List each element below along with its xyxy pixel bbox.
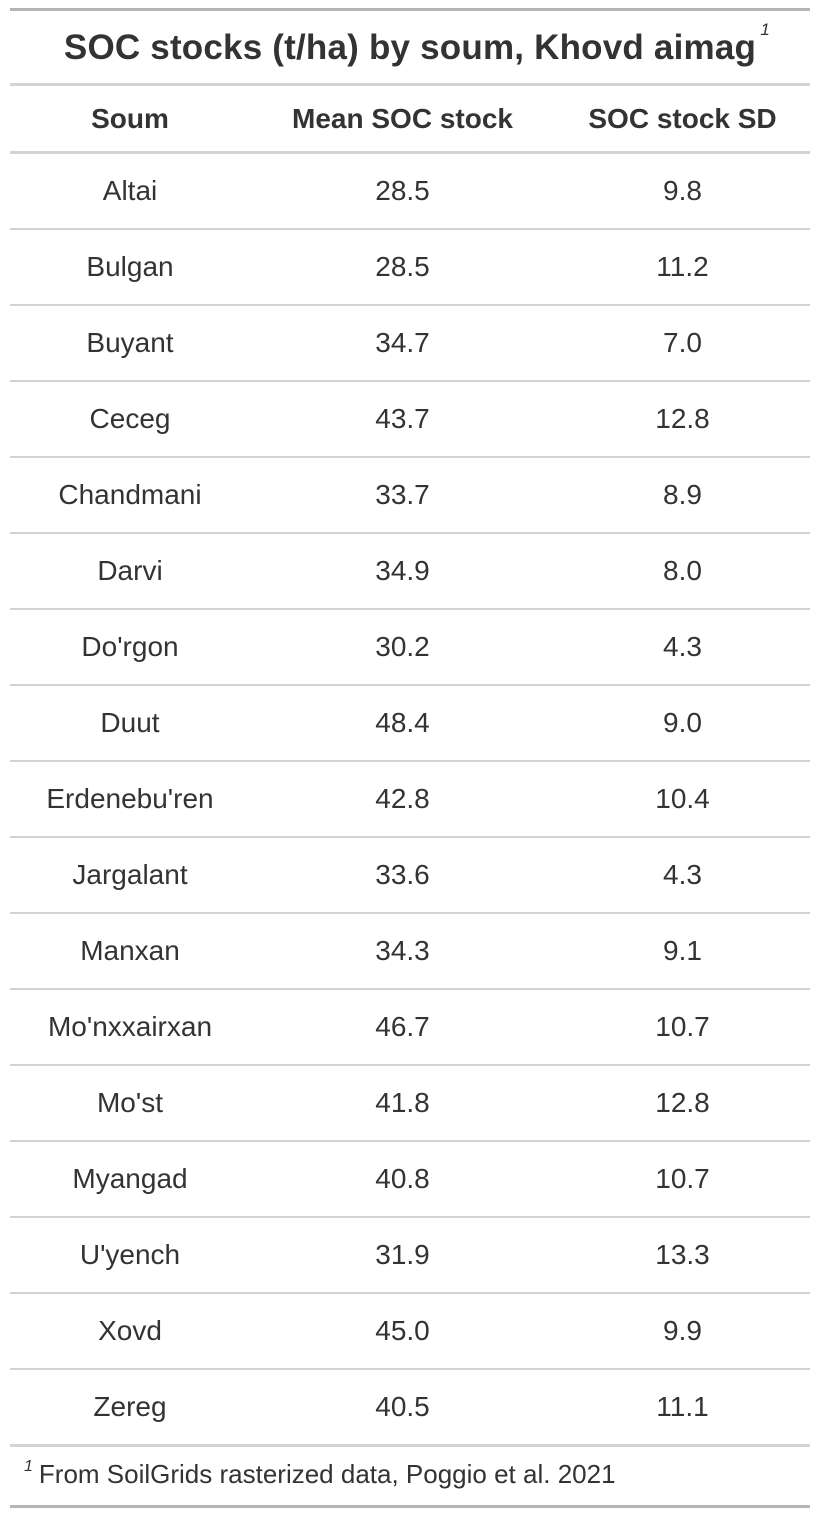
cell-soc-sd: 11.1: [656, 1391, 709, 1422]
cell-mean-soc: 45.0: [375, 1315, 430, 1346]
cell-soum: Xovd: [98, 1315, 162, 1346]
cell-mean-soc: 33.7: [375, 479, 430, 510]
cell-soc-sd: 9.8: [663, 175, 702, 206]
cell-soum: Duut: [100, 707, 160, 738]
cell-soc-sd: 9.1: [663, 935, 702, 966]
table-row: Jargalant 33.6 4.3: [10, 838, 810, 914]
cell-soc-sd: 10.7: [655, 1011, 710, 1042]
cell-soum: Ceceg: [89, 403, 171, 434]
cell-mean-soc: 43.7: [375, 403, 430, 434]
table-row: Mo'st 41.8 12.8: [10, 1066, 810, 1142]
title-footnote-mark: 1: [760, 20, 771, 39]
table-title-text: SOC stocks (t/ha) by soum, Khovd aimag: [63, 28, 757, 67]
cell-soum: Erdenebu'ren: [46, 783, 214, 814]
cell-mean-soc: 31.9: [375, 1239, 430, 1270]
table-row: U'yench 31.9 13.3: [10, 1218, 810, 1294]
cell-soum: Zereg: [93, 1391, 167, 1422]
table-row: Ceceg 43.7 12.8: [10, 382, 810, 458]
cell-soum: Bulgan: [86, 251, 174, 282]
cell-soc-sd: 9.0: [663, 707, 702, 738]
cell-soc-sd: 12.8: [655, 1087, 710, 1118]
cell-soum: Myangad: [72, 1163, 188, 1194]
column-header-soc-sd: SOC stock SD: [588, 102, 777, 134]
table-row: Chandmani 33.7 8.9: [10, 458, 810, 534]
column-header-row: Soum Mean SOC stock SOC stock SD: [10, 86, 810, 151]
cell-soc-sd: 13.3: [655, 1239, 710, 1270]
cell-mean-soc: 41.8: [375, 1087, 430, 1118]
cell-soc-sd: 10.4: [655, 783, 710, 814]
table-bottom-rule: [10, 1505, 810, 1508]
cell-soum: Chandmani: [58, 479, 202, 510]
table-body: Altai 28.5 9.8 Bulgan 28.5 11.2 Buyant 34.7 7.0 C…: [10, 154, 810, 1444]
cell-mean-soc: 48.4: [375, 707, 430, 738]
cell-mean-soc: 40.8: [375, 1163, 430, 1194]
table-row: Myangad 40.8 10.7: [10, 1142, 810, 1218]
cell-mean-soc: 34.7: [375, 327, 430, 358]
cell-soc-sd: 4.3: [663, 859, 702, 890]
cell-soum: Buyant: [86, 327, 174, 358]
footer-rule: [10, 1444, 810, 1447]
cell-soum: Darvi: [97, 555, 163, 586]
footnote-mark: 1: [24, 1458, 33, 1475]
table-row: Xovd 45.0 9.9: [10, 1294, 810, 1370]
cell-mean-soc: 42.8: [375, 783, 430, 814]
soc-stock-table: SOC stocks (t/ha) by soum, Khovd aimag 1 …: [10, 8, 810, 1508]
cell-soc-sd: 8.0: [663, 555, 702, 586]
cell-soc-sd: 12.8: [655, 403, 710, 434]
table-row: Zereg 40.5 11.1: [10, 1370, 810, 1444]
cell-mean-soc: 30.2: [375, 631, 430, 662]
cell-mean-soc: 28.5: [375, 175, 430, 206]
cell-soum: Mo'nxxairxan: [47, 1011, 213, 1042]
cell-soum: Altai: [102, 175, 158, 206]
cell-mean-soc: 28.5: [375, 251, 430, 282]
cell-soc-sd: 9.9: [663, 1315, 702, 1346]
table-row: Erdenebu'ren 42.8 10.4: [10, 762, 810, 838]
cell-soc-sd: 11.2: [656, 251, 709, 282]
cell-soc-sd: 7.0: [663, 327, 702, 358]
table-title: SOC stocks (t/ha) by soum, Khovd aimag 1: [63, 20, 770, 68]
table-row: Altai 28.5 9.8: [10, 154, 810, 230]
table-title-row: SOC stocks (t/ha) by soum, Khovd aimag 1: [10, 11, 810, 83]
cell-mean-soc: 46.7: [375, 1011, 430, 1042]
table-row: Darvi 34.9 8.0: [10, 534, 810, 610]
cell-soum: Manxan: [80, 935, 180, 966]
table-row: Mo'nxxairxan 46.7 10.7: [10, 990, 810, 1066]
table-row: Buyant 34.7 7.0: [10, 306, 810, 382]
cell-soc-sd: 10.7: [655, 1163, 710, 1194]
table-row: Manxan 34.3 9.1: [10, 914, 810, 990]
cell-mean-soc: 33.6: [375, 859, 430, 890]
table-top-rule: [10, 8, 810, 11]
cell-soum: Mo'st: [96, 1087, 164, 1118]
cell-soum: Jargalant: [72, 859, 188, 890]
cell-mean-soc: 34.9: [375, 555, 430, 586]
column-header-soum: Soum: [91, 102, 169, 134]
cell-mean-soc: 34.3: [375, 935, 430, 966]
footnote-text: From SoilGrids rasterized data, Poggio e…: [38, 1459, 616, 1489]
table-row: Bulgan 28.5 11.2: [10, 230, 810, 306]
cell-soum: Do'rgon: [81, 631, 179, 662]
table-row: Do'rgon 30.2 4.3: [10, 610, 810, 686]
cell-mean-soc: 40.5: [375, 1391, 430, 1422]
cell-soc-sd: 8.9: [663, 479, 702, 510]
footnote-row: 1 From SoilGrids rasterized data, Poggio …: [10, 1447, 810, 1505]
title-rule: [10, 83, 810, 86]
header-rule: [10, 151, 810, 154]
column-header-mean-soc: Mean SOC stock: [292, 102, 513, 134]
cell-soc-sd: 4.3: [663, 631, 702, 662]
cell-soum: U'yench: [79, 1239, 181, 1270]
table-footnote: 1 From SoilGrids rasterized data, Poggio …: [24, 1458, 616, 1490]
table-row: Duut 48.4 9.0: [10, 686, 810, 762]
